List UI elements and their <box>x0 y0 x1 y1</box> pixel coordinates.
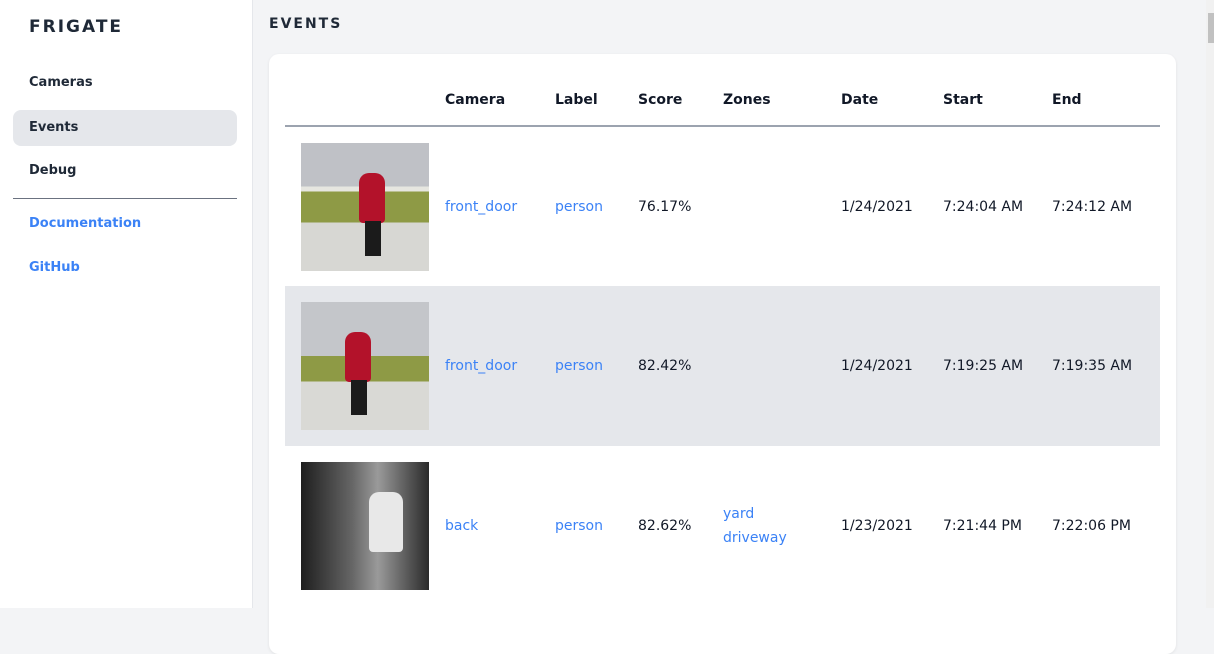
date: 1/23/2021 <box>841 518 913 534</box>
brand-logo: FRIGATE <box>29 17 124 37</box>
scrollbar-thumb[interactable] <box>1208 13 1214 43</box>
col-zones: Zones <box>723 74 841 127</box>
date: 1/24/2021 <box>841 286 943 446</box>
col-end: End <box>1052 74 1160 127</box>
col-label: Label <box>555 74 638 127</box>
col-camera: Camera <box>445 74 555 127</box>
camera-link[interactable]: back <box>445 518 479 534</box>
score: 82.62% <box>638 518 692 534</box>
camera-link[interactable]: front_door <box>445 198 518 215</box>
score: 76.17% <box>638 198 692 215</box>
end-time: 7:24:12 AM <box>1052 198 1133 215</box>
sidebar-divider <box>13 198 237 199</box>
table-row[interactable]: back person 82.62% yard driveway 1/23/202… <box>285 446 1160 606</box>
end-time: 7:19:35 AM <box>1052 286 1160 446</box>
end-time: 7:22:06 PM <box>1052 518 1131 534</box>
sidebar: FRIGATE Cameras Events Debug Documentati… <box>0 0 253 608</box>
event-thumbnail[interactable] <box>301 142 429 271</box>
sidebar-item-events[interactable]: Events <box>13 110 237 146</box>
start-time: 7:24:04 AM <box>943 198 1024 215</box>
col-thumbnail <box>285 74 445 127</box>
label-link[interactable]: person <box>555 198 603 215</box>
col-date: Date <box>841 74 943 127</box>
link-documentation[interactable]: Documentation <box>29 216 142 231</box>
col-score: Score <box>638 74 723 127</box>
table-row[interactable]: front_door person 82.42% 1/24/2021 7:19:… <box>285 286 1160 446</box>
link-github[interactable]: GitHub <box>29 260 80 275</box>
events-card: Camera Label Score Zones Date Start End … <box>269 54 1176 654</box>
event-thumbnail[interactable] <box>301 462 429 590</box>
zones <box>723 126 841 286</box>
date: 1/24/2021 <box>841 198 913 215</box>
zones <box>723 286 841 446</box>
events-table: Camera Label Score Zones Date Start End … <box>285 74 1160 606</box>
label-link[interactable]: person <box>555 518 603 534</box>
table-row[interactable]: front_door person 76.17% 1/24/2021 7:24:… <box>285 126 1160 286</box>
zone-link[interactable]: yard <box>723 506 755 522</box>
start-time: 7:21:44 PM <box>943 518 1022 534</box>
page-title: EVENTS <box>269 16 343 32</box>
zones: yard driveway <box>723 446 841 606</box>
col-start: Start <box>943 74 1052 127</box>
event-thumbnail[interactable] <box>301 302 429 430</box>
zone-link[interactable]: driveway <box>723 530 787 546</box>
label-link[interactable]: person <box>555 358 603 374</box>
score: 82.42% <box>638 286 723 446</box>
sidebar-item-debug[interactable]: Debug <box>29 163 77 178</box>
scrollbar[interactable] <box>1206 0 1214 608</box>
sidebar-item-cameras[interactable]: Cameras <box>29 75 93 90</box>
start-time: 7:19:25 AM <box>943 286 1052 446</box>
camera-link[interactable]: front_door <box>445 358 518 374</box>
